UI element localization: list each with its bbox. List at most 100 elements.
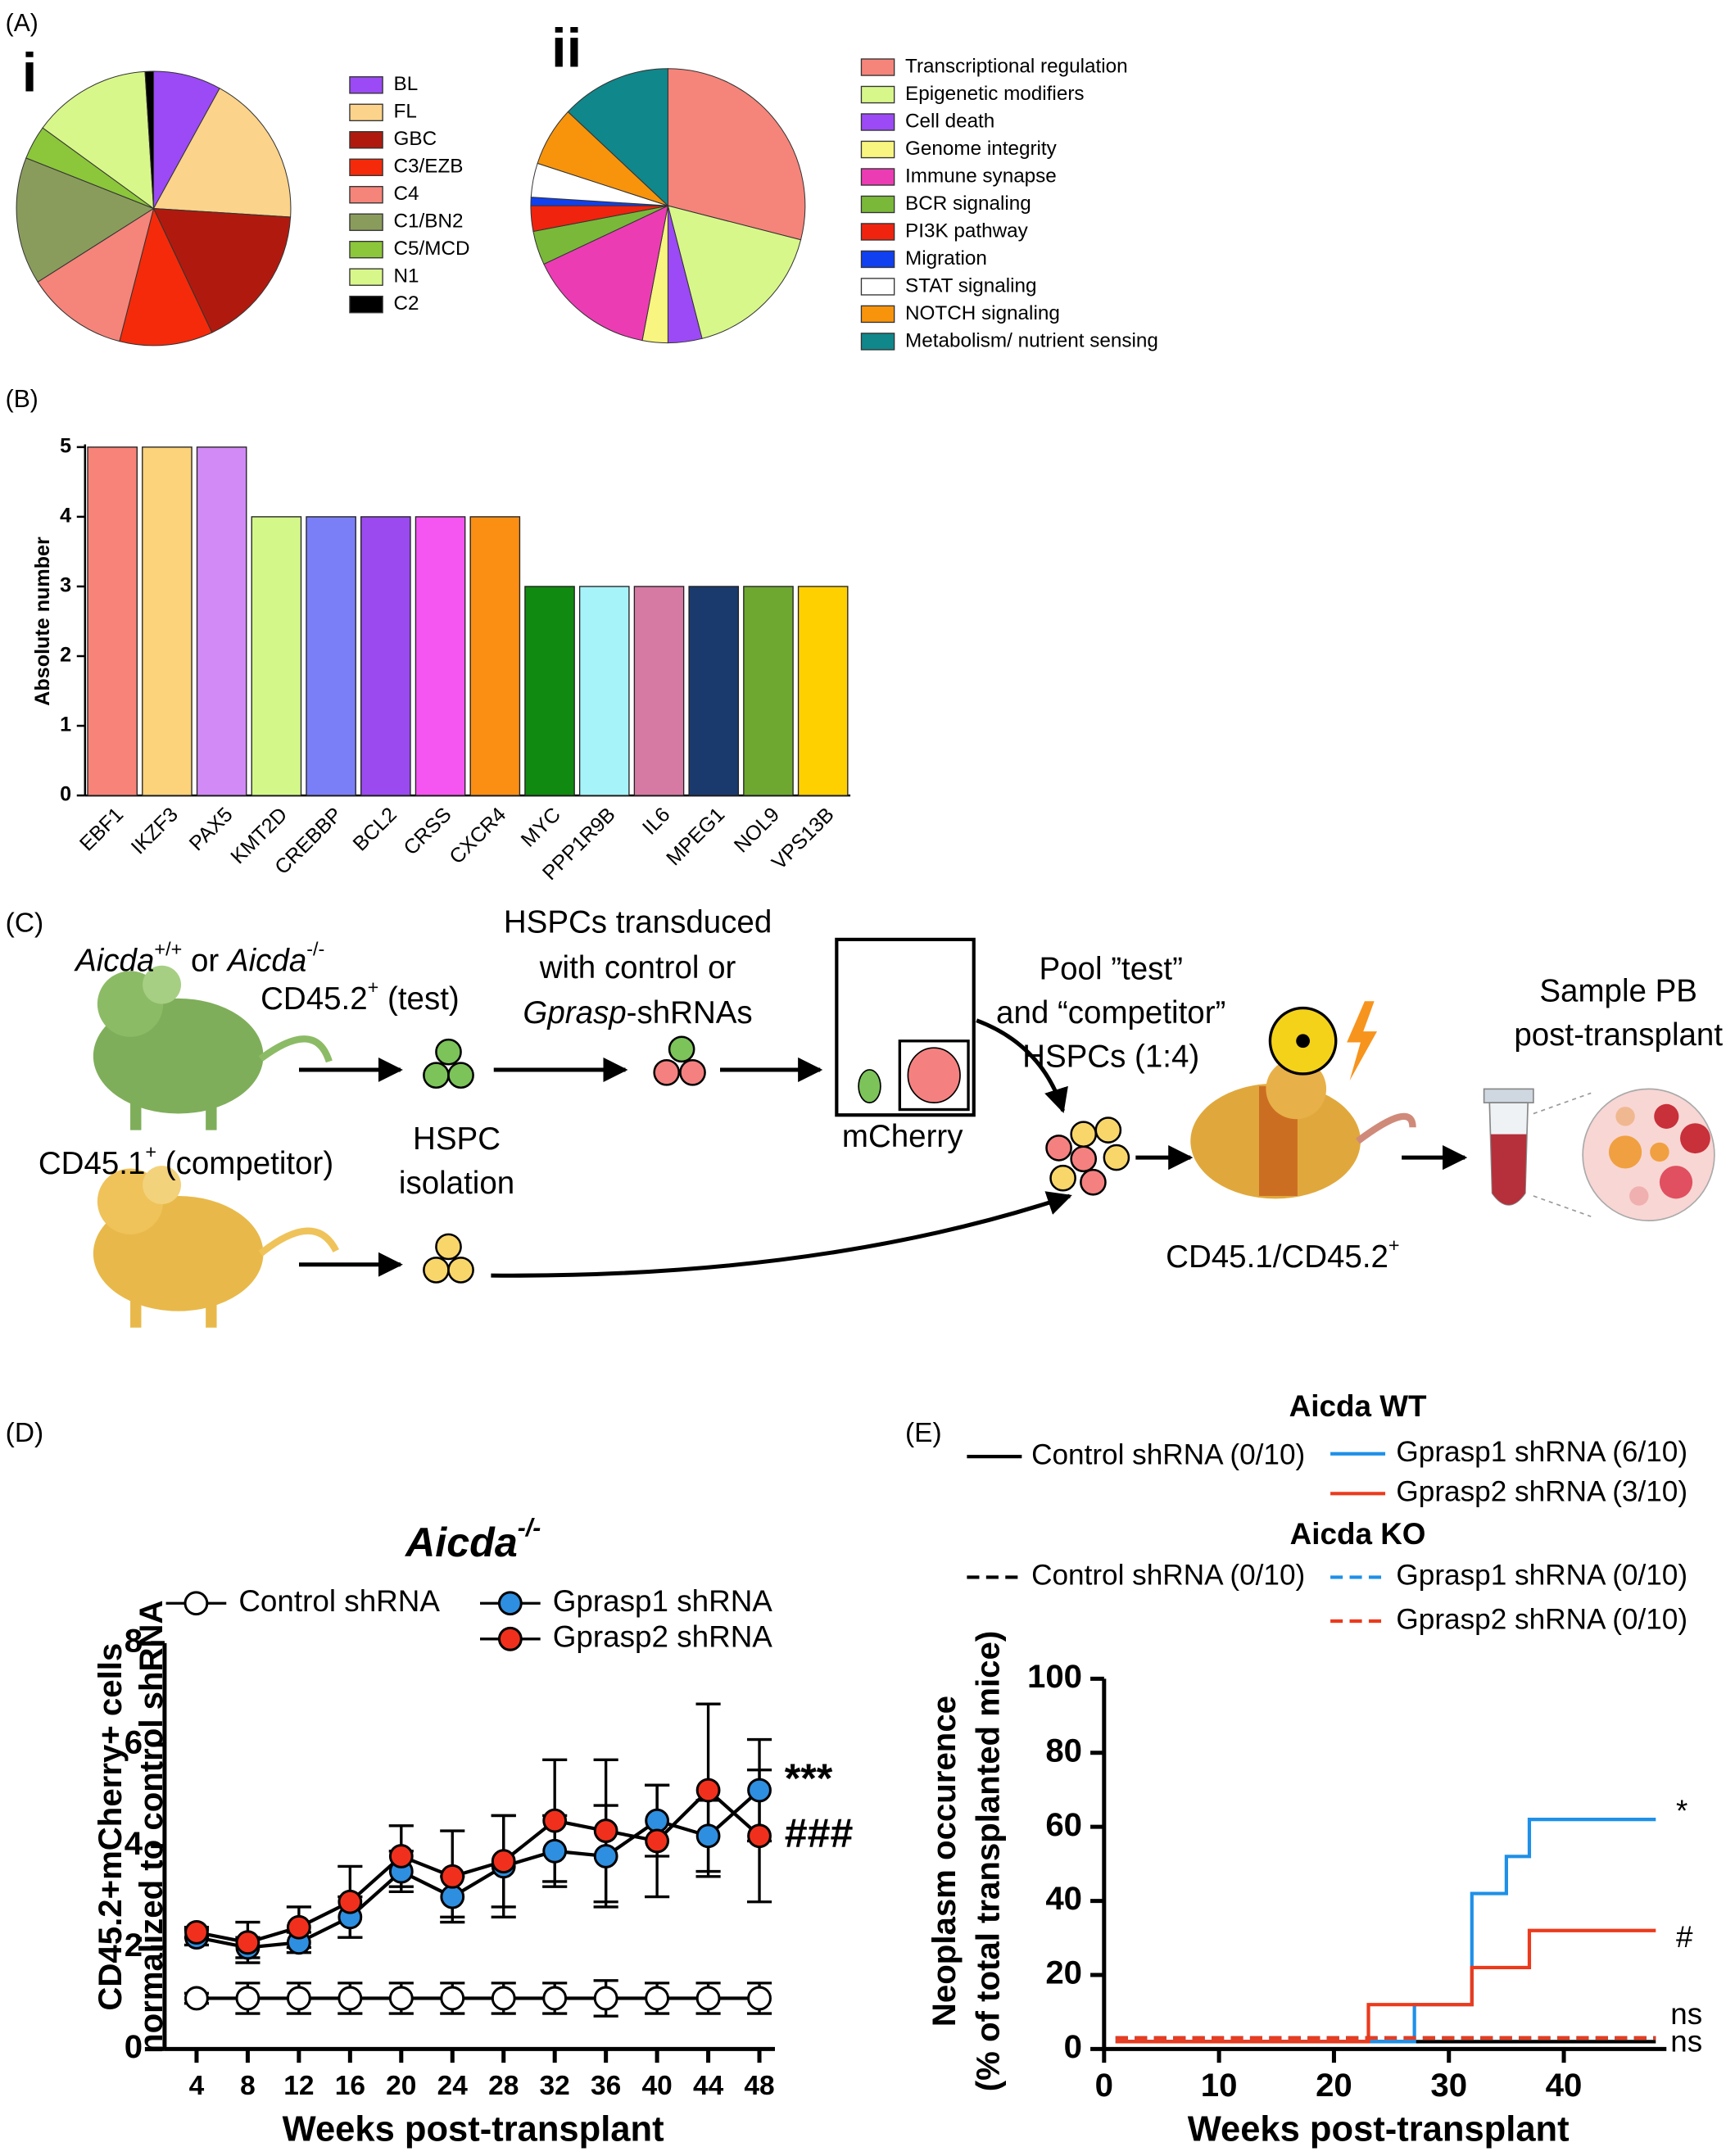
legend-label: Immune synapse [905, 165, 1057, 187]
x-tick-label: 4 [189, 2071, 205, 2101]
diagram: Aicda+/+ or Aicda-/- CD45.2+ (test) HSPC… [39, 905, 1723, 1328]
legend-swatch [349, 213, 383, 231]
marker [747, 1778, 772, 1803]
legend-label: Migration [905, 247, 987, 270]
diagram-label: isolation [399, 1166, 514, 1201]
marker [593, 1819, 618, 1843]
legend-label: N1 [394, 265, 419, 288]
legend-label: GBC [394, 128, 437, 150]
annotation: ### [785, 1810, 854, 1856]
legend-label: C5/MCD [394, 238, 470, 260]
legend-title: Aicda WT [1289, 1389, 1427, 1423]
annotation: *** [785, 1755, 833, 1801]
legend-swatch [860, 168, 895, 186]
legend-label: FL [394, 101, 417, 123]
pie-slice [152, 88, 292, 218]
panel-label: (D) [6, 1418, 43, 1448]
x-tick-label: 20 [386, 2071, 416, 2101]
gate [898, 1040, 970, 1112]
x-tick-label: 40 [641, 2071, 672, 2101]
legend-swatch [860, 140, 895, 159]
pie-slice [37, 207, 155, 342]
legend-label: Gprasp1 shRNA (6/10) [1396, 1436, 1687, 1468]
mouse-yellow [93, 1166, 339, 1328]
y-tick-label: 0 [1064, 2028, 1082, 2065]
legend-label: Gprasp2 shRNA [553, 1620, 773, 1654]
marker [542, 1986, 568, 2011]
y-tick-label: 8 [125, 1622, 143, 1659]
y-axis-label: Neoplasm occurence [926, 1696, 963, 2027]
x-tick-label: MPEG1 [662, 803, 729, 870]
y-axis-label: CD45.2+mCherry+ cells [92, 1643, 129, 2011]
legend-label: Metabolism/ nutrient sensing [905, 329, 1158, 351]
y-tick-label: 80 [1045, 1732, 1082, 1769]
x-tick-label: 10 [1201, 2067, 1238, 2104]
y-axis-label: Absolute number [31, 537, 54, 706]
legend-label: Gprasp2 shRNA (3/10) [1396, 1476, 1687, 1508]
legend-swatch [349, 103, 383, 122]
legend-label: Gprasp1 shRNA (0/10) [1396, 1560, 1687, 1592]
x-tick-label: 40 [1546, 2067, 1583, 2104]
pie-slice [567, 68, 668, 207]
legend-label: NOTCH signaling [905, 302, 1060, 324]
bar [633, 586, 685, 796]
diagram-label: Aicda+/+ or Aicda-/- [74, 938, 324, 978]
bar [524, 586, 575, 796]
legend-swatch [860, 333, 895, 351]
pie-label: i [22, 42, 38, 103]
y-tick-label: 1 [60, 713, 71, 736]
y-tick-label: 4 [60, 505, 71, 528]
marker [440, 1986, 465, 2011]
diagram-label: Pool ”test” [1039, 952, 1182, 987]
chart-title-text: Aicda [404, 1520, 518, 1565]
step-line [1115, 1928, 1656, 2044]
y-tick-label: 40 [1045, 1880, 1082, 1917]
x-tick-label: 0 [1095, 2067, 1113, 2104]
pie-slice [144, 70, 155, 209]
marker [542, 1808, 568, 1833]
cells [423, 1035, 1130, 1284]
marker [491, 1849, 516, 1874]
y-tick-label: 3 [60, 574, 71, 597]
diagram-label: HSPCs (1:4) [1022, 1040, 1199, 1075]
pie-slice [16, 157, 155, 283]
legend-swatch [349, 158, 383, 176]
y-tick-label: 4 [125, 1825, 143, 1862]
diagram-label: Gprasp-shRNAs [523, 995, 752, 1030]
x-tick-label: 32 [540, 2071, 570, 2101]
diagram-label: HSPC [413, 1121, 501, 1157]
series-line [196, 1787, 761, 1945]
legend-label: PI3K pathway [905, 220, 1029, 242]
diagram-label: mCherry [842, 1119, 963, 1154]
legend-swatch [860, 250, 895, 269]
legend-swatch [860, 195, 895, 214]
legend-swatch [349, 186, 383, 204]
legend-label: Genome integrity [905, 138, 1058, 160]
diagram-label: CD45.2+ (test) [260, 976, 460, 1017]
bar [688, 586, 740, 796]
y-axis-label: (% of total transplanted mice) [969, 1631, 1006, 2091]
legend-label: Control shRNA (0/10) [1031, 1438, 1305, 1470]
marker [645, 1828, 670, 1854]
marker [542, 1838, 568, 1864]
tube [1483, 1088, 1534, 1206]
legend-label: Control shRNA [238, 1584, 440, 1618]
pie-slice [543, 205, 669, 342]
legend-label: C2 [394, 292, 419, 315]
chart-title-sup: -/- [518, 1515, 541, 1542]
legend-swatch [860, 278, 895, 296]
x-tick-label: 8 [240, 2071, 256, 2101]
legend-label: BL [394, 73, 419, 95]
legend-label: Gprasp2 shRNA (0/10) [1396, 1603, 1687, 1635]
legend-swatch [349, 241, 383, 259]
x-tick-label: BCL2 [349, 803, 401, 855]
step-line [1115, 1818, 1656, 2044]
lightning-icon [1347, 1001, 1378, 1081]
y-axis-label: normalized to control shRNA [133, 1600, 170, 2054]
marker [747, 1986, 772, 2011]
panel-label: (B) [6, 386, 39, 413]
legend-swatch [349, 76, 383, 94]
marker [695, 1778, 721, 1803]
marker [593, 1986, 618, 2011]
